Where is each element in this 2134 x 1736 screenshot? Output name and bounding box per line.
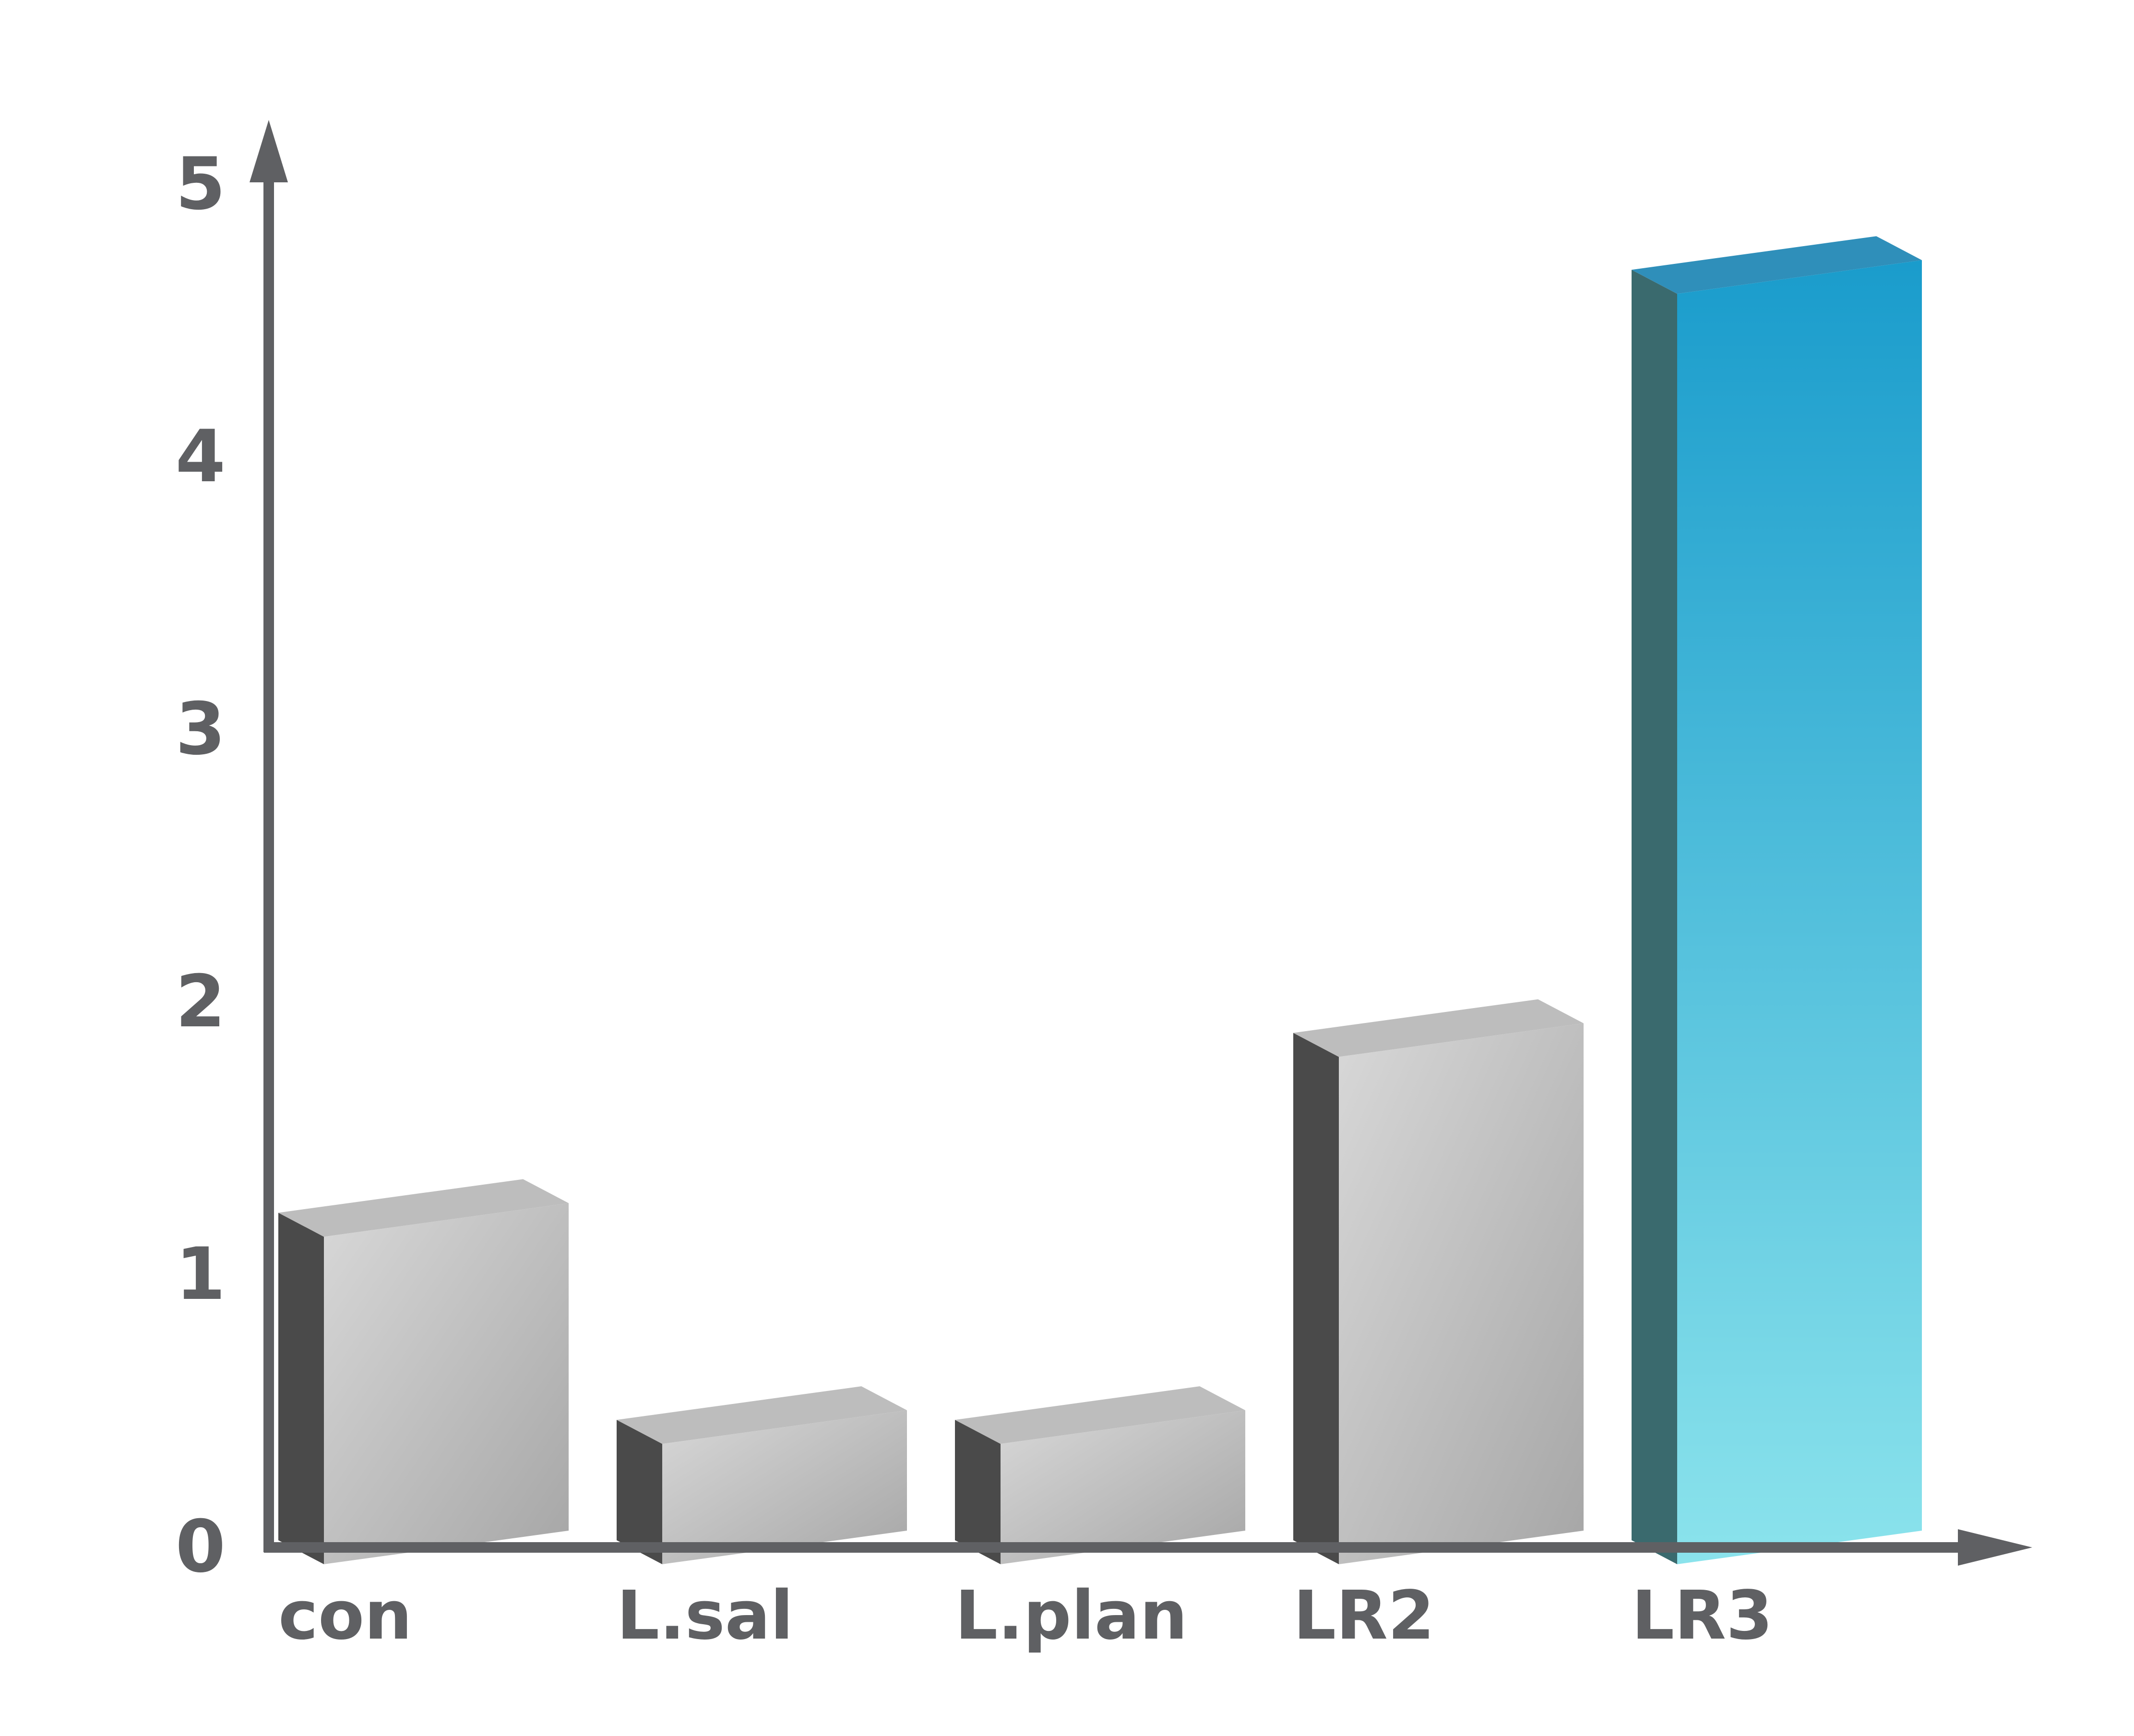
bar-top-face (1632, 236, 1922, 294)
bar-lr2 (1293, 999, 1584, 1564)
bar-l-sal (617, 1386, 907, 1564)
bar-side-face (955, 1420, 1001, 1564)
bar-front-face (1001, 1410, 1245, 1564)
bar-l-plan (955, 1386, 1245, 1564)
y-tick-label: 2 (176, 960, 226, 1044)
y-tick-label: 4 (176, 415, 226, 499)
bar-top-face (617, 1386, 907, 1444)
bar-con (278, 1179, 569, 1564)
y-tick-label: 3 (176, 688, 226, 771)
y-tick-labels: 0 1 2 3 4 5 (176, 143, 226, 1589)
bar-front-face (1339, 1023, 1584, 1564)
x-category-label: con (278, 1577, 412, 1655)
bar-side-face (617, 1420, 662, 1564)
bar-lr3 (1632, 236, 1922, 1565)
x-category-label: LR2 (1293, 1577, 1434, 1655)
x-category-labels: con L.sal L.plan LR2 LR3 (278, 1577, 1773, 1655)
bar-side-face (1293, 1033, 1339, 1564)
y-tick-label: 5 (176, 143, 226, 226)
x-axis-arrow (1958, 1529, 2032, 1566)
bar-top-face (955, 1386, 1245, 1444)
bars-group (278, 236, 1922, 1565)
x-category-label: LR3 (1632, 1577, 1773, 1655)
bar-side-face (1632, 270, 1677, 1565)
x-category-label: L.sal (617, 1577, 793, 1655)
bar-front-face (662, 1410, 907, 1564)
axes-group (250, 120, 2032, 1566)
bar-top-face (1293, 999, 1584, 1057)
x-category-label: L.plan (955, 1577, 1188, 1655)
bar-front-face (324, 1203, 569, 1564)
y-tick-label: 1 (176, 1233, 226, 1316)
y-axis-arrow (250, 120, 288, 182)
bar-front-face (1677, 260, 1922, 1565)
bar-side-face (278, 1213, 324, 1564)
bar-top-face (278, 1179, 569, 1237)
y-tick-label: 0 (176, 1505, 226, 1589)
